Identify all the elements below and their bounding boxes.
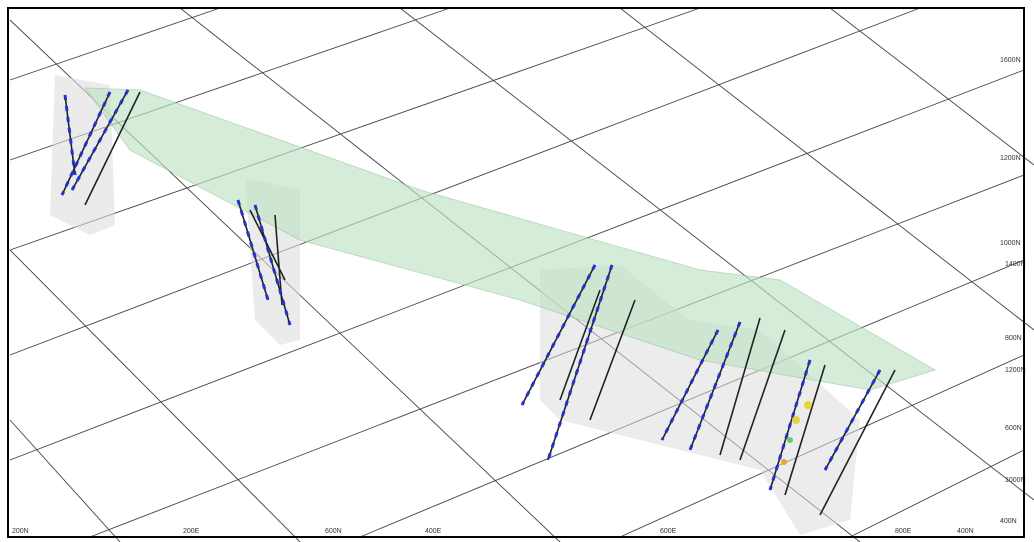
right-labels: 1600N 1200N 1000N 1400N 800N 1200N 600N … xyxy=(1000,57,1026,484)
drillholes xyxy=(60,89,896,516)
grid-label: 1200N xyxy=(1000,155,1021,162)
grid-label: 1400N xyxy=(1005,261,1026,268)
grid-label: 600N xyxy=(325,528,342,535)
grid-label: 1000N xyxy=(1005,477,1026,484)
grid-label: 400N xyxy=(1000,518,1017,525)
grid-label: 800N xyxy=(1005,335,1022,342)
grid-label: 400N xyxy=(957,528,974,535)
grid-label: 1600N xyxy=(1000,57,1021,64)
grid-label: 1000N xyxy=(1000,240,1021,247)
grid-label: 600N xyxy=(1005,425,1022,432)
grid-label: 1200N xyxy=(1005,367,1026,374)
solids xyxy=(50,75,937,535)
grid-label: 600E xyxy=(660,528,677,535)
grid-label: 200N xyxy=(12,528,29,535)
bottom-labels: 200N 200E 600N 400E 600E 800E 400N 400N xyxy=(12,518,1017,535)
grid-label: 800E xyxy=(895,528,912,535)
grid-label: 200E xyxy=(183,528,200,535)
grid-label: 400E xyxy=(425,528,442,535)
frame xyxy=(7,7,1025,538)
